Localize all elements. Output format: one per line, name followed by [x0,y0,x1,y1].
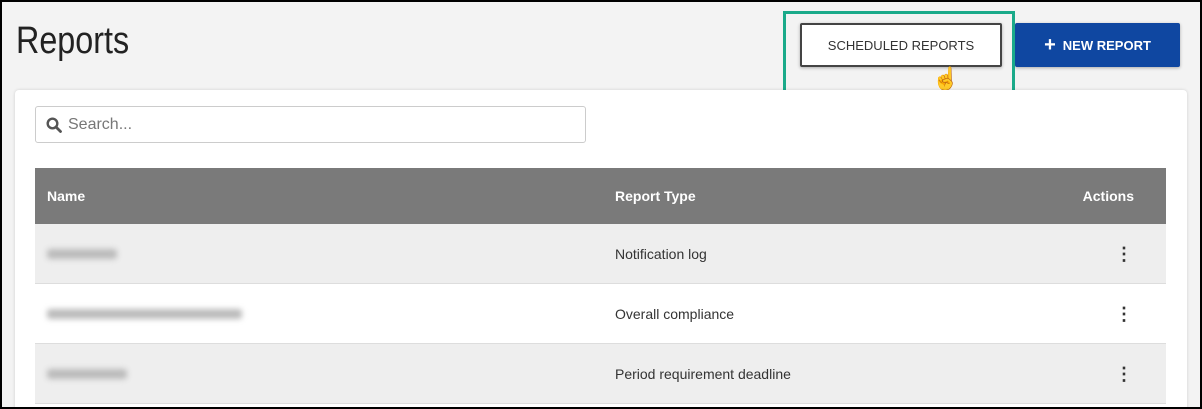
new-report-button[interactable]: + NEW REPORT [1015,23,1180,67]
table-row[interactable]: Overall compliance ⋮ [35,284,1166,344]
table-row[interactable]: Notification log ⋮ [35,224,1166,284]
redacted-name [47,248,117,259]
column-name[interactable]: Name [47,188,86,204]
page-title: Reports [16,20,130,62]
more-actions-icon[interactable]: ⋮ [1115,243,1133,264]
scheduled-reports-button[interactable]: SCHEDULED REPORTS [800,23,1002,67]
new-report-label: NEW REPORT [1062,37,1151,53]
reports-table: Name Report Type Actions Notification lo… [35,168,1166,404]
hand-cursor-icon: ☝ [932,66,960,91]
table-row[interactable]: Period requirement deadline ⋮ [35,344,1166,404]
table-header: Name Report Type Actions [35,168,1166,224]
search-box[interactable] [35,106,586,143]
reports-card: Name Report Type Actions Notification lo… [15,90,1187,407]
search-icon [46,116,62,133]
report-type-cell: Overall compliance [615,305,735,322]
report-type-cell: Period requirement deadline [615,365,791,382]
redacted-name [47,308,242,319]
more-actions-icon[interactable]: ⋮ [1115,303,1133,324]
column-actions: Actions [1082,188,1134,204]
redacted-name [47,368,127,379]
report-type-cell: Notification log [615,245,707,262]
plus-icon: + [1044,33,1056,56]
scheduled-reports-label: SCHEDULED REPORTS [827,37,975,53]
search-input[interactable] [68,115,548,134]
more-actions-icon[interactable]: ⋮ [1115,363,1133,384]
column-report-type[interactable]: Report Type [615,188,696,204]
